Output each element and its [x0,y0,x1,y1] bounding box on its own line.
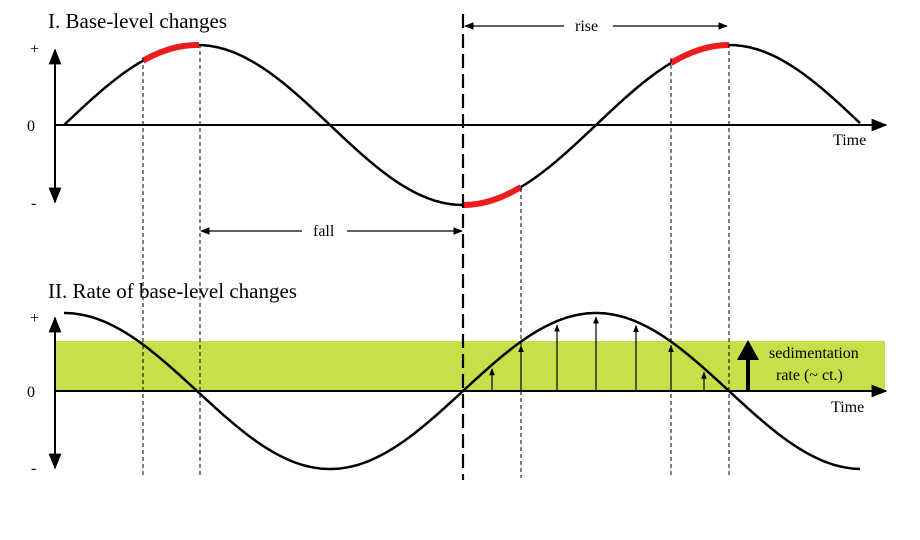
bottom-y-plus: + [30,310,39,327]
highlight-segment-1 [141,42,199,64]
top-x-label: Time [833,132,866,149]
top-y-zero: 0 [27,118,35,135]
highlight-segment-2 [463,184,523,208]
sedimentation-label-line2: rate (~ ct.) [776,367,843,384]
sedimentation-rate-arrowhead [737,340,759,360]
top-y-plus: + [30,41,39,58]
fall-label: fall [313,223,335,240]
rate-curve [64,311,861,471]
bottom-x-label: Time [831,399,864,416]
top-panel-title: I. Base-level changes [48,9,227,33]
bottom-y-zero: 0 [27,384,35,401]
bottom-panel-title: II. Rate of base-level changes [48,279,297,303]
sedimentation-label-line1: sedimentation [769,345,859,362]
bottom-y-minus: - [31,460,36,477]
top-y-minus: - [31,195,36,212]
rise-label: rise [575,18,598,35]
highlight-segment-3 [669,42,729,66]
